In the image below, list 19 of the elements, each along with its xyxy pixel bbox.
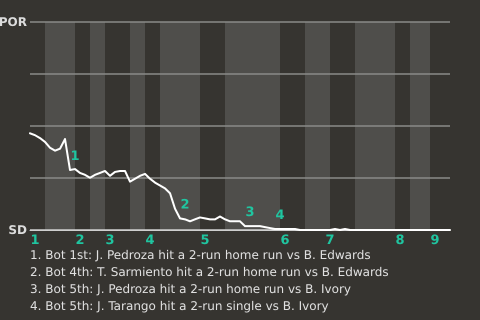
ref-line-label: POR	[0, 15, 27, 29]
text: 1. Bot 1st: J. Pedroza hit a 2-run home run vs B. Edwards	[30, 248, 371, 262]
annotation: 1	[70, 149, 80, 164]
x-tick-label: 8	[395, 233, 405, 248]
x-tick-label: 1	[30, 233, 40, 248]
text: 4. Bot 5th: J. Tarango hit a 2-run single vs B. Ivory	[30, 299, 329, 313]
ref-line-label: SD	[8, 223, 28, 237]
annotation: 4	[275, 208, 285, 224]
x-tick-label: 2	[75, 233, 85, 248]
x-tick-label: 4	[145, 233, 155, 248]
x-tick-label: 5	[200, 233, 210, 248]
x-tick-label: 9	[430, 233, 440, 248]
x-tick-label: 3	[105, 233, 115, 248]
text: 3. Bot 5th: J. Pedroza hit a 2-run home run vs B. Ivory	[30, 282, 352, 296]
text: 2. Bot 4th: T. Sarmiento hit a 2-run home run vs B. Edwards	[30, 265, 389, 279]
x-tick-label: 7	[325, 233, 335, 248]
annotation: 3	[245, 205, 255, 220]
x-tick-label: 6	[280, 233, 290, 248]
annotation: 2	[180, 197, 190, 212]
